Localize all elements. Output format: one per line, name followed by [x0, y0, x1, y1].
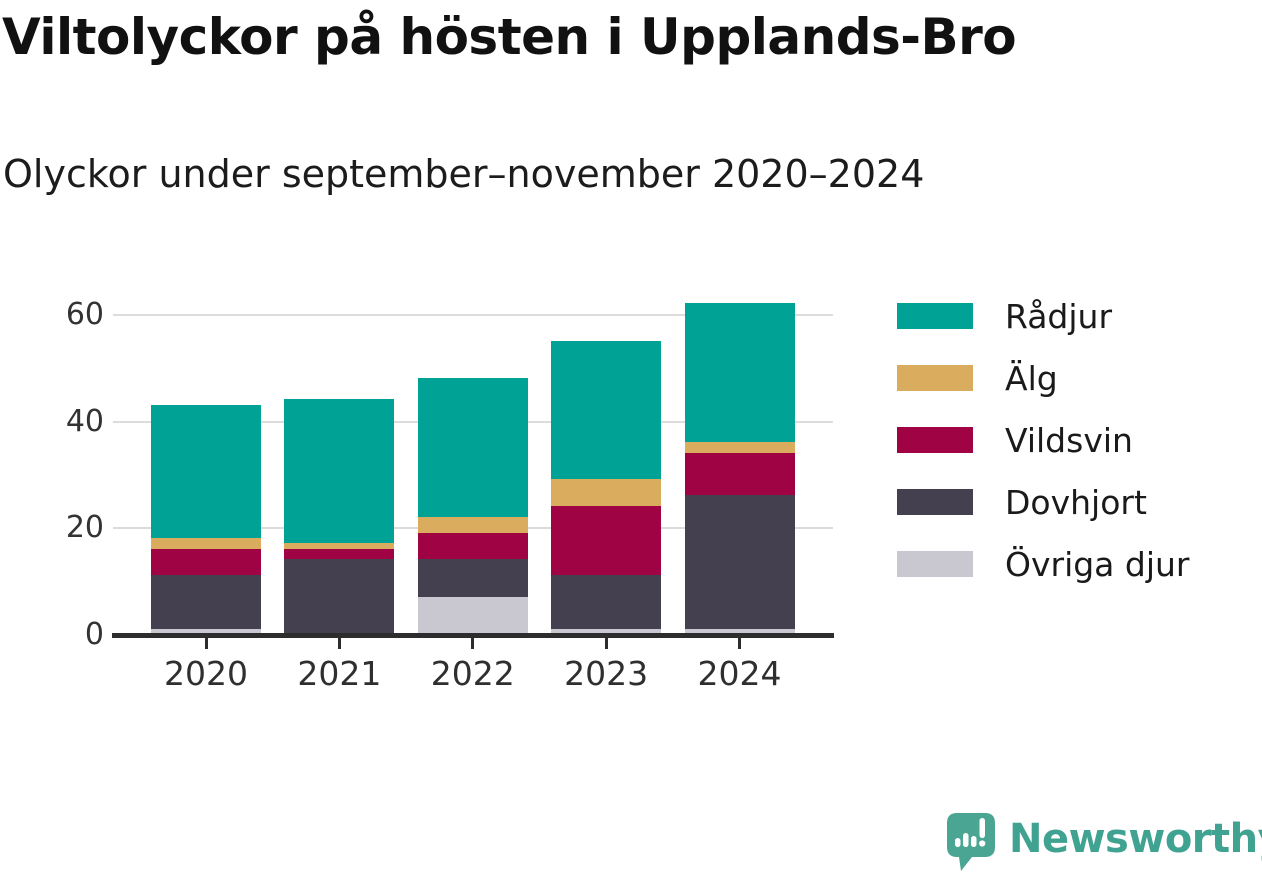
logo-bar-3: [971, 836, 977, 847]
bar-segment: [417, 596, 528, 634]
x-axis-tick-label: 2024: [697, 654, 782, 693]
brand-name: Newsworthy: [1009, 816, 1262, 862]
logo-bar-1: [955, 838, 961, 847]
bar-segment: [284, 559, 395, 634]
bar-segment: [284, 399, 395, 544]
logo-exclamation-dot: [979, 840, 986, 847]
bar-chart-speech-bubble-icon: [947, 813, 995, 871]
bar-segment: [284, 543, 395, 549]
bar-segment: [551, 628, 662, 634]
y-axis-tick-label: 60: [65, 297, 104, 332]
bar-segment: [284, 548, 395, 560]
gridline: [113, 314, 833, 316]
x-axis-tick: [738, 638, 741, 649]
y-axis-tick-label: 0: [84, 617, 104, 652]
x-axis-tick-label: 2021: [297, 654, 382, 693]
y-axis-tick-label: 40: [65, 403, 104, 439]
chart-subtitle: Olyckor under september–november 2020–20…: [3, 152, 925, 196]
newsworthy-logo: Newsworthy: [946, 812, 1262, 874]
bar-segment: [151, 404, 261, 538]
bar-segment: [684, 495, 795, 629]
bar-segment: [417, 559, 528, 597]
bar-segment: [551, 340, 662, 480]
bar-segment: [684, 452, 795, 496]
bar-segment: [684, 303, 795, 442]
bar-segment: [151, 628, 261, 634]
bar-segment: [551, 575, 662, 629]
bar-segment: [684, 628, 795, 634]
bar-segment: [151, 548, 261, 576]
bar-segment: [417, 378, 528, 517]
y-axis-tick-label: 20: [65, 510, 104, 546]
x-axis-tick: [337, 638, 341, 649]
chart-title: Viltolyckor på hösten i Upplands-Bro: [2, 8, 1017, 66]
bar-segment: [551, 506, 662, 576]
x-axis-tick-label: 2023: [564, 654, 649, 693]
bar-segment: [151, 575, 261, 629]
x-axis-tick-label: 2020: [164, 654, 248, 693]
logo-bar-2: [963, 833, 969, 847]
bar-segment: [151, 538, 261, 549]
logo-exclamation-bar: [979, 818, 985, 838]
bar-segment: [417, 516, 528, 533]
bar-segment: [684, 442, 795, 453]
x-axis-line: [112, 633, 834, 638]
x-axis-tick: [604, 638, 608, 649]
bar-segment: [417, 532, 528, 560]
x-axis-tick: [204, 638, 208, 649]
bar-segment: [551, 479, 662, 506]
x-axis-tick: [471, 638, 475, 649]
x-axis-tick-label: 2022: [430, 654, 515, 693]
